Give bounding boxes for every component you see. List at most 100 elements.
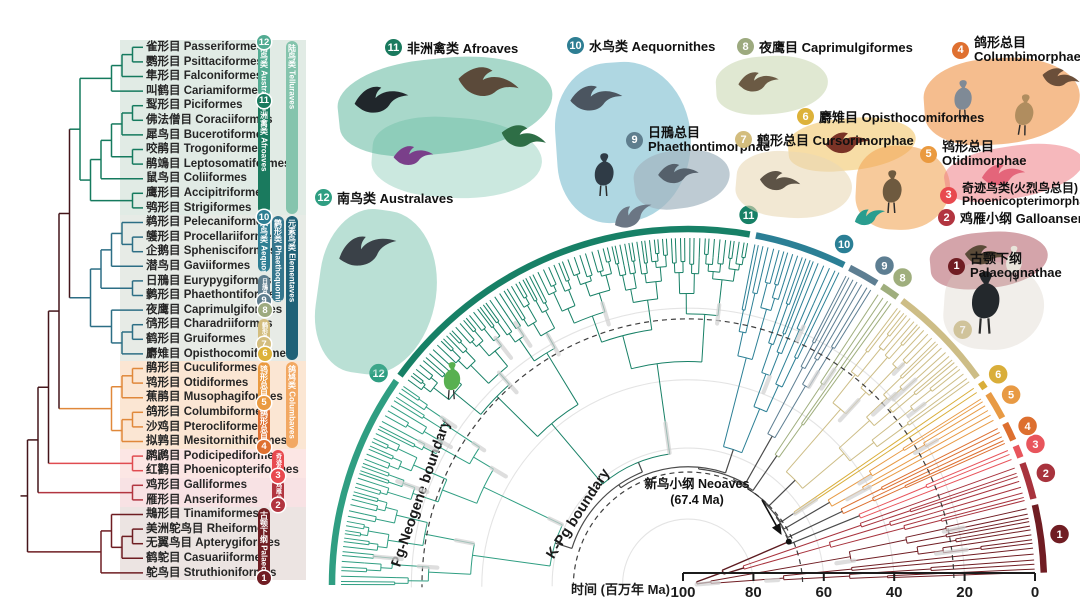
branch-line: [553, 292, 563, 312]
branch-line: [899, 459, 1012, 504]
branch-line: [341, 575, 397, 579]
rim-badge-3: [1024, 433, 1047, 455]
branch-line: [934, 547, 969, 556]
tree-arc: [646, 280, 662, 284]
branch-line: [341, 560, 365, 564]
branch-line: [400, 423, 407, 428]
branch-line: [406, 424, 423, 435]
rim-badge-number: 5: [1008, 390, 1014, 402]
branch-line: [637, 462, 643, 473]
branch-line: [723, 239, 727, 259]
branch-line: [499, 293, 516, 318]
branch-line: [544, 285, 550, 296]
branch-line: [412, 372, 424, 382]
clade-bar-label: 日鳽总目 Phaethontim.: [260, 275, 269, 302]
branch-line: [817, 334, 834, 361]
branch-line: [380, 567, 393, 569]
branch-line: [783, 575, 850, 581]
branch-line: [769, 352, 780, 376]
rim-badge-number: 4: [1025, 421, 1032, 433]
branch-line: [767, 367, 804, 434]
branch-line: [761, 343, 773, 373]
branch-line: [892, 393, 916, 413]
tree-arc: [925, 484, 928, 488]
branch-line: [873, 486, 906, 502]
branch-line: [839, 297, 884, 362]
branch-line: [834, 558, 857, 566]
branch-line: [678, 272, 681, 294]
branch-line: [882, 431, 1000, 491]
branch-line: [906, 535, 947, 544]
tree-arc: [728, 268, 739, 271]
tree-arc: [772, 297, 779, 300]
branch-line: [847, 294, 879, 342]
time-axis-label: 时间 (百万年 Ma): [571, 582, 670, 597]
clade-label-badge: 11: [385, 39, 402, 56]
branch-line: [618, 484, 622, 489]
branch-line: [567, 259, 573, 271]
clade-bar-label: 元素鸟类 Elementaves: [287, 219, 297, 303]
branch-line: [465, 317, 477, 331]
branch-line: [756, 277, 762, 294]
tree-arc: [420, 380, 424, 384]
branch-line: [390, 405, 412, 419]
branch-line: [721, 540, 790, 571]
clade-bar-label: 鸽形总目 Columbim.: [259, 409, 269, 448]
tree-arc: [527, 320, 537, 327]
branch-line: [822, 281, 858, 343]
branch-line: [429, 353, 447, 369]
branch-line: [611, 246, 617, 265]
branch-line: [605, 274, 611, 291]
boundary-label: K-Pg boundary: [543, 466, 613, 562]
tree-arc: [602, 453, 670, 485]
branch-line: [863, 463, 914, 491]
clade-label-badge: 6: [797, 108, 814, 125]
branch-line: [494, 296, 510, 318]
branch-line: [933, 486, 1022, 514]
branch-line: [644, 273, 647, 283]
branch-line: [927, 453, 1010, 489]
branch-line: [360, 470, 390, 482]
branch-line: [415, 368, 426, 378]
branch-line: [663, 421, 672, 456]
tree-arc: [564, 288, 572, 292]
clade-label-text: 非洲禽类 Afroaves: [407, 41, 519, 56]
tree-arc: [631, 361, 702, 370]
branch-line: [891, 362, 906, 376]
order-row: 美洲鸵鸟目 Rheiformes: [146, 522, 270, 535]
rim-badge-number: 1: [1056, 529, 1062, 541]
branch-line: [353, 491, 379, 500]
branch-line: [787, 510, 843, 538]
axis-tick-label: 100: [670, 584, 695, 601]
rim-badge-number: 10: [838, 239, 850, 251]
branch-line: [366, 569, 381, 572]
branch-line: [388, 465, 399, 470]
branch-line: [907, 553, 1034, 566]
tree-arc: [866, 416, 875, 426]
branch-line: [511, 286, 522, 304]
clade-bar-afroaves: 非洲禽类 Afroaves: [258, 99, 270, 214]
clade-bar-label: 奇迹鸟类(火烈鸟总目): [274, 450, 283, 477]
branch-line: [387, 539, 423, 546]
branch-line: [350, 504, 367, 509]
branch-line: [731, 241, 735, 259]
order-row: 鸡形目 Galliformes: [146, 479, 247, 491]
branch-line: [403, 386, 420, 399]
branch-line: [380, 492, 387, 496]
order-row: 鹈形目 Pelecaniformes: [146, 216, 269, 229]
tree-arc: [367, 527, 370, 536]
branch-line: [576, 274, 581, 285]
branch-line: [599, 271, 603, 277]
branch-line: [796, 272, 840, 359]
branch-line: [457, 360, 468, 370]
tree-arc: [620, 466, 726, 489]
branch-line: [889, 315, 907, 337]
branch-line: [965, 513, 1028, 528]
branch-line: [597, 249, 603, 264]
branch-line: [851, 564, 908, 571]
branch-line: [873, 410, 892, 426]
branch-line: [931, 563, 1035, 571]
tree-arc: [985, 391, 1006, 420]
clade-label-text: 奇迹鸟类(火烈鸟总目) Phoenicopterimorphae: [962, 181, 1080, 209]
branch-line: [380, 459, 391, 465]
